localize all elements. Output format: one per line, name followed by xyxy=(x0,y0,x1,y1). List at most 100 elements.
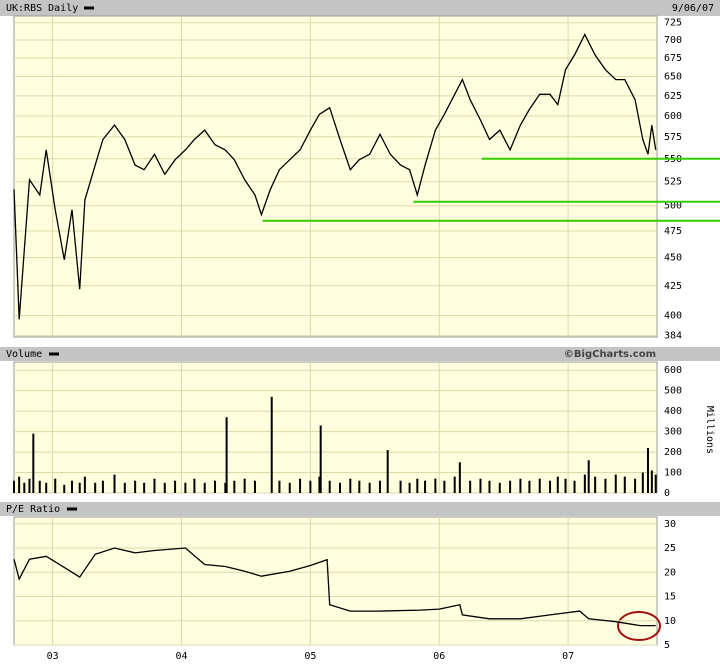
volume-bar xyxy=(143,482,146,493)
panel-title: P/E Ratio xyxy=(6,504,60,515)
volume-bar xyxy=(288,482,291,493)
credit: ©BigCharts.com xyxy=(564,349,656,360)
volume-bar xyxy=(434,478,437,493)
volume-bar xyxy=(378,480,381,493)
volume-bar xyxy=(318,476,321,493)
volume-bar xyxy=(528,480,531,493)
y-axis-label: Millions xyxy=(704,406,715,454)
x-tick-label: 06 xyxy=(433,651,445,662)
y-tick-label: 475 xyxy=(664,226,682,237)
y-tick-label: 300 xyxy=(664,427,682,438)
volume-bar xyxy=(556,476,559,493)
y-tick-label: 100 xyxy=(664,468,682,479)
volume-bar xyxy=(416,478,419,493)
y-tick-label: 5 xyxy=(664,640,670,651)
volume-bar xyxy=(328,480,331,493)
volume-bar xyxy=(509,480,512,493)
volume-bar xyxy=(498,482,501,493)
volume-bar xyxy=(479,478,482,493)
volume-bar xyxy=(278,480,281,493)
date-label: 9/06/07 xyxy=(672,3,714,14)
volume-bar xyxy=(488,480,491,493)
volume-bar xyxy=(101,480,104,493)
volume-bar xyxy=(386,450,389,493)
volume-bar xyxy=(113,474,116,493)
volume-bar xyxy=(349,478,352,493)
volume-bar xyxy=(458,462,461,493)
y-tick-label: 0 xyxy=(664,488,670,499)
volume-bar xyxy=(573,480,576,493)
volume-bar xyxy=(339,482,342,493)
volume-bar xyxy=(594,476,597,493)
volume-bar xyxy=(538,478,541,493)
y-tick-label: 400 xyxy=(664,311,682,322)
y-tick-label: 600 xyxy=(664,111,682,122)
volume-bar xyxy=(83,476,86,493)
y-tick-label: 20 xyxy=(664,567,676,578)
volume-bar xyxy=(424,480,427,493)
header-bar xyxy=(0,347,720,361)
volume-bar xyxy=(94,482,97,493)
volume-bar xyxy=(54,478,57,493)
highlight-circle xyxy=(617,611,661,641)
volume-bar xyxy=(358,480,361,493)
volume-bar xyxy=(408,482,411,493)
volume-bar xyxy=(28,478,31,493)
price-line xyxy=(13,547,656,627)
y-tick-label: 675 xyxy=(664,53,682,64)
volume-bar xyxy=(641,472,644,493)
x-tick-label: 07 xyxy=(562,651,574,662)
y-tick-label: 700 xyxy=(664,35,682,46)
x-tick-label: 03 xyxy=(47,651,59,662)
y-tick-label: 200 xyxy=(664,447,682,458)
volume-bar xyxy=(319,425,322,493)
y-tick-label: 450 xyxy=(664,253,682,264)
volume-bar xyxy=(583,474,586,493)
volume-bar xyxy=(184,482,187,493)
x-tick-label: 04 xyxy=(175,651,187,662)
y-tick-label: 25 xyxy=(664,543,676,554)
volume-bar xyxy=(399,480,402,493)
y-tick-label: 10 xyxy=(664,616,676,627)
volume-bar xyxy=(134,480,137,493)
volume-bar xyxy=(634,478,637,493)
price-line xyxy=(13,32,657,320)
volume-bar xyxy=(564,478,567,493)
volume-bar xyxy=(78,482,81,493)
volume-bar xyxy=(63,484,66,493)
volume-bar xyxy=(45,482,48,493)
volume-bar xyxy=(646,447,649,493)
volume-bar xyxy=(270,396,273,493)
y-tick-label: 725 xyxy=(664,18,682,29)
volume-bar xyxy=(214,480,217,493)
volume-bar xyxy=(623,476,626,493)
volume-bar xyxy=(453,476,456,493)
y-tick-label: 400 xyxy=(664,406,682,417)
volume-bar xyxy=(243,478,246,493)
header-bar xyxy=(0,0,720,16)
volume-bar xyxy=(604,478,607,493)
volume-bar xyxy=(224,482,227,493)
volume-bar xyxy=(225,417,228,493)
plot-area xyxy=(13,516,658,646)
volume-bar xyxy=(153,478,156,493)
panel-title: Volume xyxy=(6,349,42,360)
y-tick-label: 650 xyxy=(664,72,682,83)
volume-bar xyxy=(38,480,41,493)
y-tick-label: 575 xyxy=(664,132,682,143)
chart-title: UK:RBS Daily xyxy=(6,3,78,14)
y-tick-label: 425 xyxy=(664,281,682,292)
volume-bar xyxy=(23,482,26,493)
volume-bar xyxy=(614,474,617,493)
y-tick-label: 625 xyxy=(664,91,682,102)
y-tick-label: 500 xyxy=(664,386,682,397)
volume-bar xyxy=(123,482,126,493)
volume-bar xyxy=(650,470,653,493)
header-bar xyxy=(0,502,720,516)
y-tick-label: 500 xyxy=(664,201,682,212)
volume-bar xyxy=(309,480,312,493)
volume-bar xyxy=(299,478,302,493)
x-tick-label: 05 xyxy=(304,651,316,662)
volume-bar xyxy=(253,480,256,493)
